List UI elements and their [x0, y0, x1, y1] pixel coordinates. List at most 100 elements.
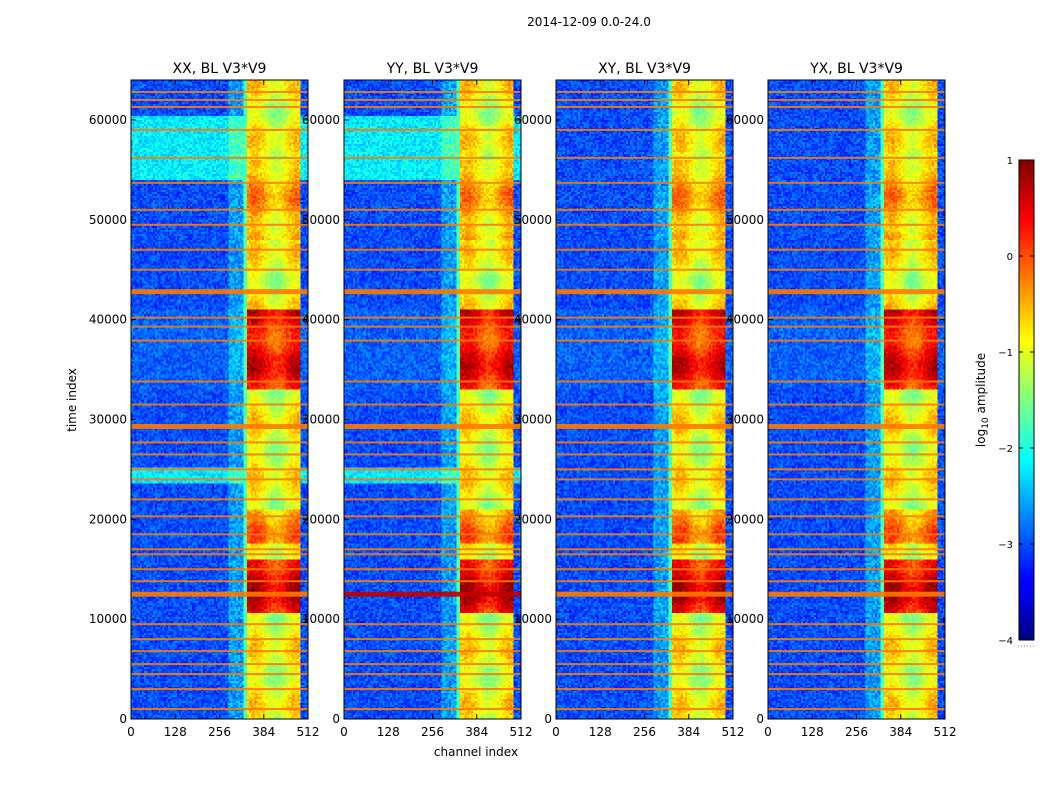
rfi-row-xx-14 — [131, 498, 308, 501]
rfi-row-xy-31 — [556, 156, 733, 159]
ytick-label: 60000 — [726, 113, 764, 127]
rfi-row-yx-9 — [768, 568, 945, 571]
rfi-row-yx-6 — [768, 623, 945, 626]
rfi-row-xy-7 — [556, 591, 733, 597]
rfi-row-xy-30 — [556, 181, 733, 184]
heatmap-image-yx — [768, 80, 945, 719]
rfi-row-xx-0 — [131, 708, 308, 711]
xtick-label: 512 — [722, 725, 745, 739]
rfi-row-xx-2 — [131, 673, 308, 676]
ytick-label: 40000 — [514, 313, 552, 327]
xtick-label: 0 — [552, 725, 560, 739]
rfi-row-xy-2 — [556, 673, 733, 676]
rfi-row-xy-35 — [556, 90, 733, 93]
rfi-row-xx-27 — [131, 248, 308, 251]
xtick-label: 0 — [340, 725, 348, 739]
rfi-row-xx-3 — [131, 663, 308, 666]
rfi-row-yy-26 — [344, 268, 521, 271]
panels-group: XX, BL V3*V9 0 128 256 384 512 0 10000 20000 3000… — [89, 61, 957, 739]
xtick-label: 128 — [589, 725, 612, 739]
rfi-row-yy-15 — [344, 478, 521, 481]
rfi-row-xy-28 — [556, 223, 733, 226]
rfi-row-xy-19 — [556, 423, 733, 429]
rfi-row-yy-25 — [344, 289, 521, 295]
y-axis-label: time index — [65, 368, 79, 432]
rfi-row-xy-18 — [556, 441, 733, 444]
rfi-row-xy-34 — [556, 98, 733, 101]
rfi-row-xy-32 — [556, 128, 733, 131]
rfi-row-xy-27 — [556, 248, 733, 251]
xtick-label: 256 — [633, 725, 656, 739]
heatmap-image-xx — [131, 80, 308, 719]
ytick-label: 30000 — [514, 412, 552, 426]
rfi-row-xx-12 — [131, 533, 308, 536]
ytick-label: 30000 — [89, 412, 127, 426]
rfi-row-xy-3 — [556, 663, 733, 666]
ytick-label: 10000 — [89, 612, 127, 626]
xtick-label: 128 — [377, 725, 400, 739]
rfi-row-xy-16 — [556, 468, 733, 471]
rfi-row-yx-16 — [768, 468, 945, 471]
rfi-row-yy-30 — [344, 181, 521, 184]
rfi-row-yx-29 — [768, 208, 945, 211]
panel-xx: XX, BL V3*V9 0 128 256 384 512 0 10000 20000 3000… — [89, 61, 320, 739]
rfi-row-yx-28 — [768, 223, 945, 226]
ytick-label: 10000 — [302, 612, 340, 626]
rfi-row-yx-2 — [768, 673, 945, 676]
rfi-row-xx-10 — [131, 553, 308, 556]
rfi-row-yx-5 — [768, 638, 945, 641]
rfi-row-yx-30 — [768, 181, 945, 184]
rfi-row-yy-3 — [344, 663, 521, 666]
rfi-row-yy-12 — [344, 533, 521, 536]
rfi-row-yx-27 — [768, 248, 945, 251]
ytick-label: 60000 — [302, 113, 340, 127]
rfi-row-yx-4 — [768, 650, 945, 653]
xtick-label: 256 — [208, 725, 231, 739]
rfi-row-yx-0 — [768, 708, 945, 711]
rfi-row-yy-9 — [344, 568, 521, 571]
rfi-row-xx-4 — [131, 650, 308, 653]
rfi-row-xy-12 — [556, 533, 733, 536]
rfi-row-yy-28 — [344, 223, 521, 226]
ytick-label: 40000 — [726, 313, 764, 327]
ytick-label: 60000 — [89, 113, 127, 127]
rfi-row-xx-7 — [131, 591, 308, 597]
rfi-row-yy-33 — [344, 105, 521, 108]
colorbar-gradient — [1018, 159, 1035, 641]
rfi-row-xx-32 — [131, 128, 308, 131]
panel-yx: YX, BL V3*V9 0 128 256 384 512 0 10000 20000 3000… — [726, 61, 957, 739]
rfi-row-xy-29 — [556, 208, 733, 211]
ytick-label: 50000 — [89, 213, 127, 227]
rfi-row-yx-11 — [768, 548, 945, 551]
colorbar-tick-label: −1 — [998, 348, 1013, 359]
rfi-row-xx-29 — [131, 208, 308, 211]
rfi-row-yy-6 — [344, 623, 521, 626]
colorbar-tick-label: 0 — [1007, 252, 1013, 263]
rfi-row-yx-24 — [768, 316, 945, 319]
rfi-row-xy-8 — [556, 580, 733, 583]
rfi-row-xx-20 — [131, 403, 308, 406]
rfi-row-xx-30 — [131, 181, 308, 184]
rfi-row-xy-15 — [556, 478, 733, 481]
colorbar-label-rest: amplitude — [974, 353, 988, 417]
colorbar-tick-label: −2 — [998, 444, 1013, 455]
rfi-row-yx-18 — [768, 441, 945, 444]
rfi-row-xy-22 — [556, 339, 733, 342]
rfi-row-xx-26 — [131, 268, 308, 271]
rfi-row-yx-33 — [768, 105, 945, 108]
rfi-row-yy-29 — [344, 208, 521, 211]
rfi-row-xy-21 — [556, 380, 733, 383]
colorbar-tick-label: −3 — [998, 540, 1013, 551]
rfi-row-xx-13 — [131, 515, 308, 518]
ytick-label: 10000 — [514, 612, 552, 626]
rfi-row-yy-5 — [344, 638, 521, 641]
xtick-label: 512 — [934, 725, 957, 739]
rfi-row-yx-17 — [768, 453, 945, 456]
rfi-row-xy-26 — [556, 268, 733, 271]
xtick-label: 384 — [677, 725, 700, 739]
ytick-label: 20000 — [726, 512, 764, 526]
xtick-label: 384 — [889, 725, 912, 739]
rfi-row-xy-11 — [556, 548, 733, 551]
rfi-row-yx-20 — [768, 403, 945, 406]
